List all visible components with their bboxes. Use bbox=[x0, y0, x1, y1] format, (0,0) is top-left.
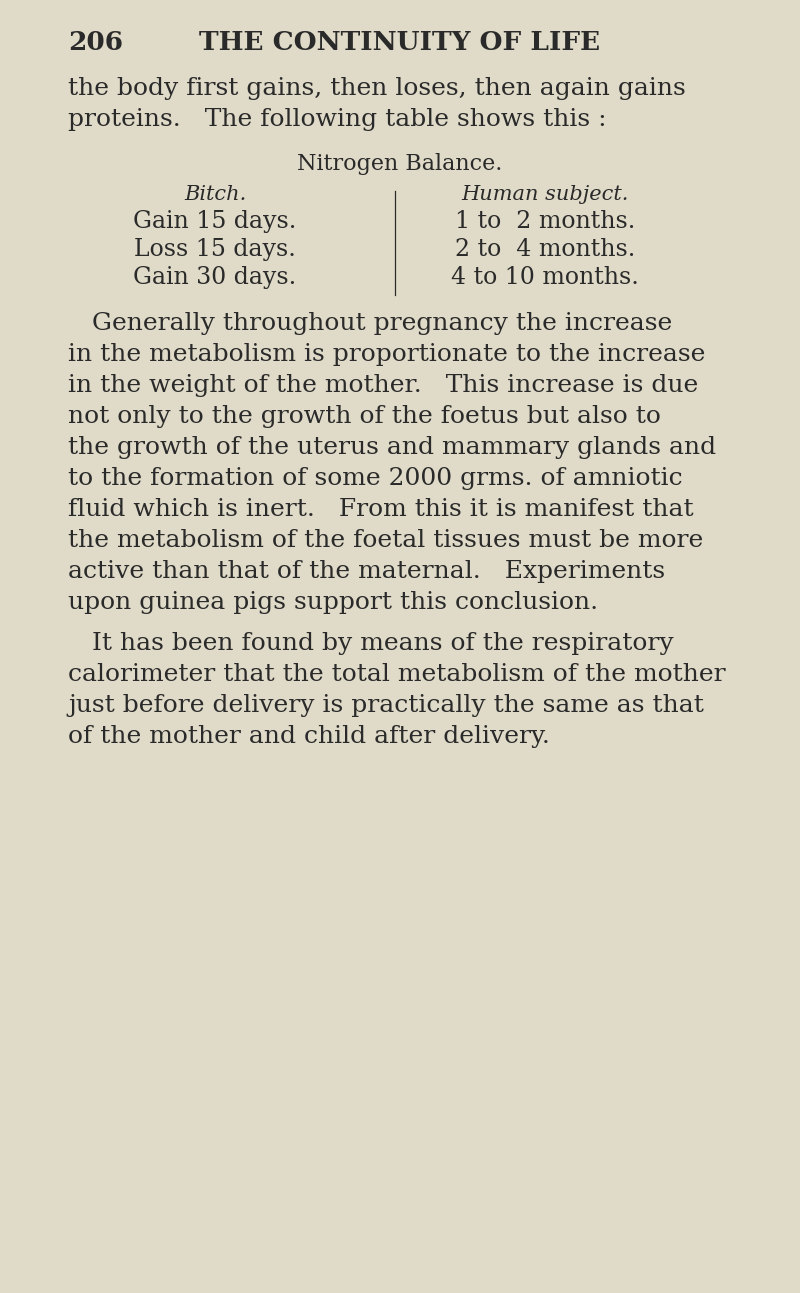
Text: to the formation of some 2000 grms. of amniotic: to the formation of some 2000 grms. of a… bbox=[68, 467, 682, 490]
Text: 4 to 10 months.: 4 to 10 months. bbox=[451, 266, 639, 290]
Text: just before delivery is practically the same as that: just before delivery is practically the … bbox=[68, 694, 704, 718]
Text: in the metabolism is proportionate to the increase: in the metabolism is proportionate to th… bbox=[68, 343, 706, 366]
Text: 206: 206 bbox=[68, 30, 123, 56]
Text: 2 to  4 months.: 2 to 4 months. bbox=[455, 238, 635, 261]
Text: Loss 15 days.: Loss 15 days. bbox=[134, 238, 296, 261]
Text: THE CONTINUITY OF LIFE: THE CONTINUITY OF LIFE bbox=[199, 30, 601, 56]
Text: 1 to  2 months.: 1 to 2 months. bbox=[455, 209, 635, 233]
Text: Generally throughout pregnancy the increase: Generally throughout pregnancy the incre… bbox=[68, 312, 672, 335]
Text: not only to the growth of the foetus but also to: not only to the growth of the foetus but… bbox=[68, 405, 661, 428]
Text: Nitrogen Balance.: Nitrogen Balance. bbox=[298, 153, 502, 175]
Text: proteins.   The following table shows this :: proteins. The following table shows this… bbox=[68, 109, 606, 131]
Text: upon guinea pigs support this conclusion.: upon guinea pigs support this conclusion… bbox=[68, 591, 598, 614]
Text: the metabolism of the foetal tissues must be more: the metabolism of the foetal tissues mus… bbox=[68, 529, 703, 552]
Text: Gain 15 days.: Gain 15 days. bbox=[134, 209, 297, 233]
Text: the body first gains, then loses, then again gains: the body first gains, then loses, then a… bbox=[68, 78, 686, 100]
Text: Gain 30 days.: Gain 30 days. bbox=[134, 266, 297, 290]
Text: It has been found by means of the respiratory: It has been found by means of the respir… bbox=[68, 632, 674, 656]
Text: calorimeter that the total metabolism of the mother: calorimeter that the total metabolism of… bbox=[68, 663, 726, 687]
Text: of the mother and child after delivery.: of the mother and child after delivery. bbox=[68, 725, 550, 747]
Text: fluid which is inert.   From this it is manifest that: fluid which is inert. From this it is ma… bbox=[68, 498, 694, 521]
Text: Bitch.: Bitch. bbox=[184, 185, 246, 204]
Text: the growth of the uterus and mammary glands and: the growth of the uterus and mammary gla… bbox=[68, 436, 716, 459]
Text: active than that of the maternal.   Experiments: active than that of the maternal. Experi… bbox=[68, 560, 665, 583]
Text: Human subject.: Human subject. bbox=[462, 185, 629, 204]
Text: in the weight of the mother.   This increase is due: in the weight of the mother. This increa… bbox=[68, 374, 698, 397]
